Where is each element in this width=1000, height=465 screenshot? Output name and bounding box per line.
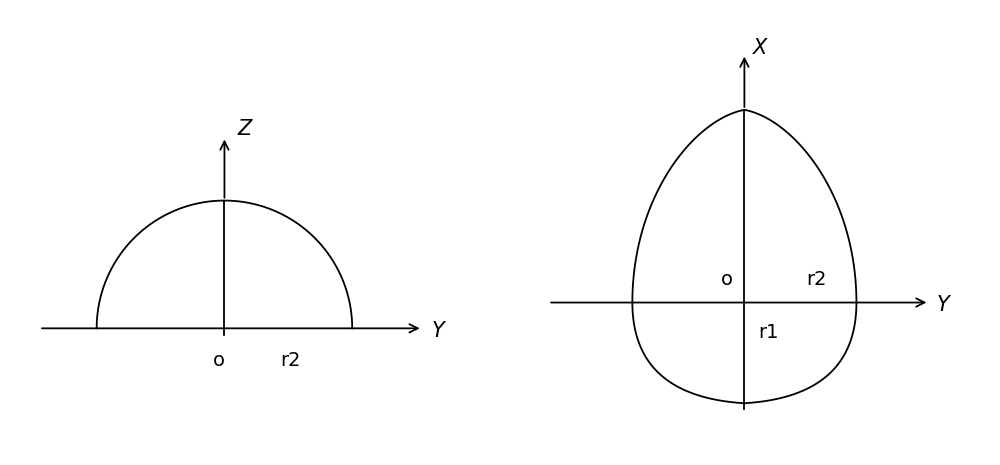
Text: r2: r2 xyxy=(281,352,301,370)
Text: X: X xyxy=(753,38,768,58)
Text: o: o xyxy=(213,352,225,370)
Text: Y: Y xyxy=(937,295,950,315)
Text: o: o xyxy=(721,270,733,289)
Text: r2: r2 xyxy=(806,270,827,289)
Text: Z: Z xyxy=(237,119,251,139)
Text: r1: r1 xyxy=(758,323,778,342)
Text: Y: Y xyxy=(431,321,444,341)
